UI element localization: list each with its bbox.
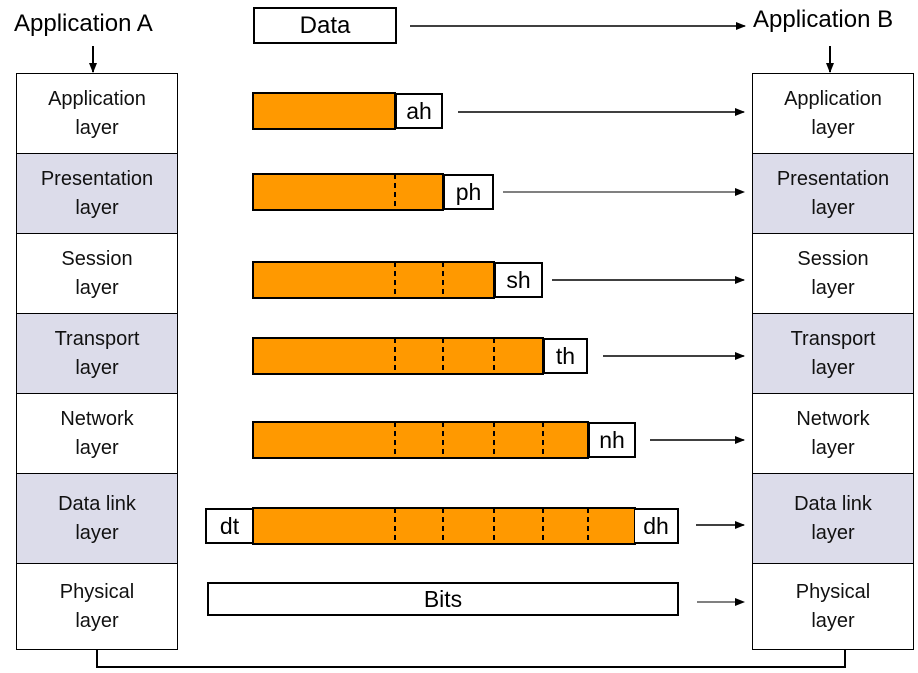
th-header: th: [543, 338, 588, 374]
session-payload: [252, 261, 495, 299]
layer-presentation-a: Presentation layer: [16, 153, 178, 234]
layer-datalink-b: Data link layer: [752, 473, 914, 564]
transport-payload: [252, 337, 544, 375]
stack-app-a: Application layer Presentation layer Ses…: [16, 73, 178, 650]
ph-header: ph: [443, 174, 494, 210]
network-payload: [252, 421, 589, 459]
layer-transport-b: Transport layer: [752, 313, 914, 394]
dh-header: dh: [635, 508, 679, 544]
layer-presentation-b: Presentation layer: [752, 153, 914, 234]
physical-link-line: [96, 650, 846, 668]
layer-session-b: Session layer: [752, 233, 914, 314]
application-payload: [252, 92, 396, 130]
ah-header: ah: [395, 93, 443, 129]
sh-header: sh: [494, 262, 543, 298]
app-a-title: Application A: [14, 10, 153, 37]
bits-bar: Bits: [207, 582, 679, 616]
data-box: Data: [253, 7, 397, 44]
layer-network-a: Network layer: [16, 393, 178, 474]
layer-application-b: Application layer: [752, 73, 914, 154]
layer-network-b: Network layer: [752, 393, 914, 474]
presentation-payload: [252, 173, 444, 211]
layer-transport-a: Transport layer: [16, 313, 178, 394]
dt-trailer: dt: [205, 508, 254, 544]
layer-physical-b: Physical layer: [752, 563, 914, 650]
nh-header: nh: [588, 422, 636, 458]
layer-application-a: Application layer: [16, 73, 178, 154]
data-label: Data: [299, 11, 351, 39]
layer-datalink-a: Data link layer: [16, 473, 178, 564]
stack-app-b: Application layer Presentation layer Ses…: [752, 73, 914, 650]
layer-physical-a: Physical layer: [16, 563, 178, 650]
app-b-title: Application B: [753, 6, 894, 33]
